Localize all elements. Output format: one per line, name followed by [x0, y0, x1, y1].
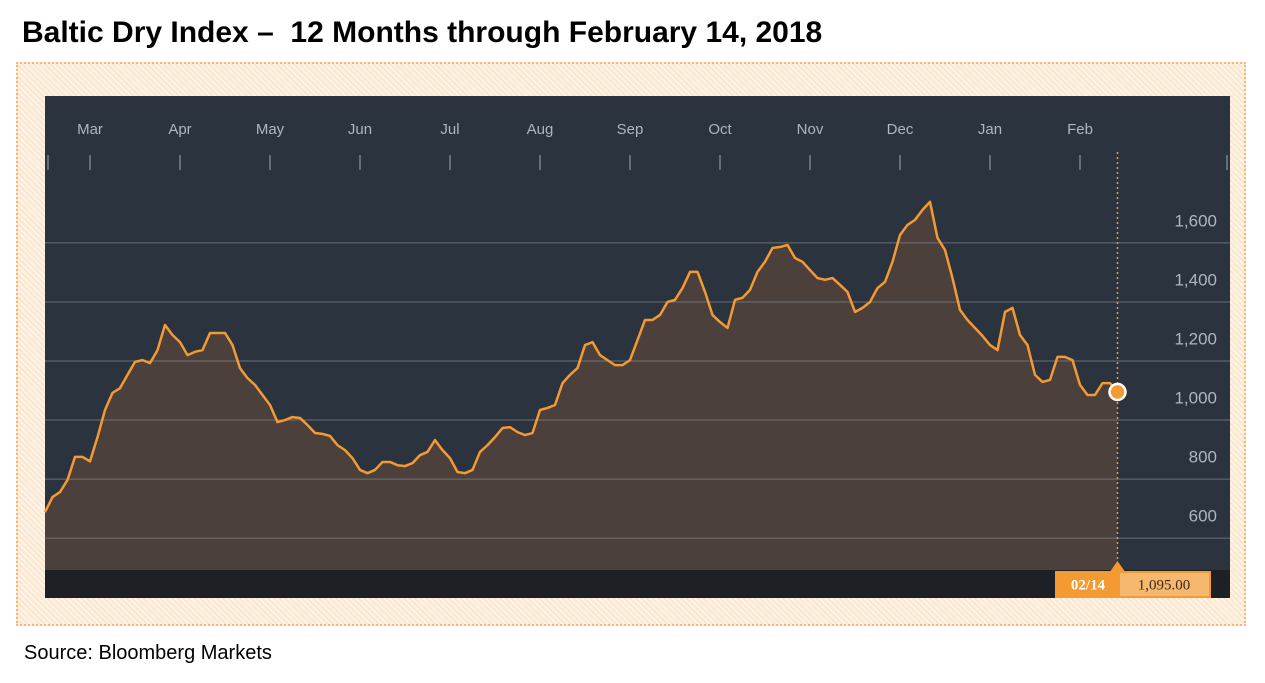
cursor-value: 1,095.00	[1138, 577, 1191, 593]
x-tick-label: May	[256, 121, 285, 138]
x-tick-label: Nov	[797, 121, 824, 138]
line	[43, 200, 1119, 513]
cursor-pointer	[1110, 561, 1125, 571]
area-fill	[45, 201, 1118, 571]
source: Source: Bloomberg Markets	[24, 642, 272, 664]
x-tick-label: Jun	[348, 121, 372, 138]
cursor-dot	[1108, 382, 1127, 402]
x-tick-label: Feb	[1067, 121, 1093, 138]
title: Baltic Dry Index – 12 Months through Feb…	[22, 16, 823, 49]
x-tick-label: Dec	[887, 121, 914, 138]
x-tick-label: Jul	[440, 121, 459, 138]
bottom-strip	[45, 570, 1230, 598]
y-tick-label: 1,400	[1174, 270, 1217, 289]
y-tick-label: 1,200	[1174, 329, 1217, 348]
x-tick-label: Aug	[527, 121, 554, 138]
x-tick-label: Oct	[708, 121, 732, 138]
cursor-value-box	[1120, 573, 1209, 596]
x-tick-label: Sep	[617, 121, 644, 138]
y-tick-label: 600	[1189, 507, 1217, 526]
y-tick-label: 800	[1189, 448, 1217, 467]
cursor-date: 02/14	[1071, 577, 1106, 593]
x-tick-label: Mar	[77, 121, 103, 138]
y-tick-label: 1,000	[1174, 389, 1217, 408]
y-tick-label: 1,600	[1174, 211, 1217, 230]
x-tick-label: Jan	[978, 121, 1002, 138]
x-tick-label: Apr	[168, 121, 191, 138]
